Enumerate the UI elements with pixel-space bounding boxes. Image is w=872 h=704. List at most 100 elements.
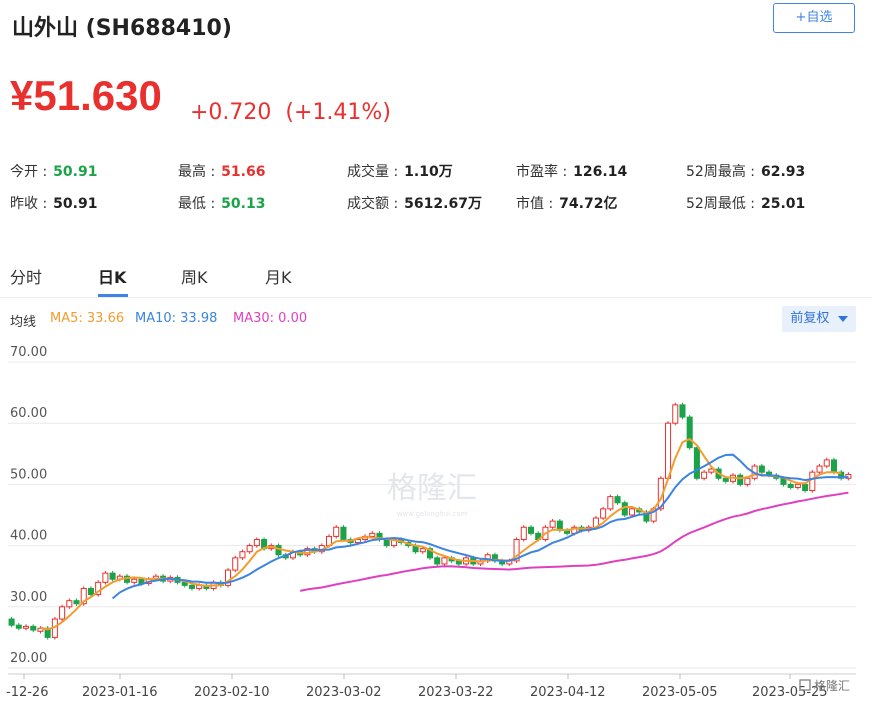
- page-title: 山外山 (SH688410): [12, 16, 232, 41]
- candle: [109, 572, 116, 580]
- active-tab-indicator: [98, 294, 128, 297]
- tab-daily-k[interactable]: 日K: [98, 268, 127, 287]
- candle: [181, 581, 188, 586]
- ma-lines: [40, 437, 849, 631]
- candle: [66, 600, 73, 608]
- tab-monthly-k[interactable]: 月K: [265, 268, 292, 287]
- x-tick-label: 2023-05-05: [642, 685, 718, 700]
- y-axis-labels: 70.00 60.00 50.00 40.00 30.00 20.00: [10, 345, 47, 666]
- candle: [275, 545, 282, 556]
- ma5-legend: MA5: 33.66: [50, 311, 125, 326]
- stat-value: 50.91: [53, 196, 98, 212]
- logo-icon: [799, 679, 811, 691]
- candle: [354, 538, 361, 544]
- candle: [679, 404, 686, 418]
- candle: [253, 538, 260, 547]
- candle: [520, 526, 527, 540]
- x-tick-label: 2023-01-16: [82, 685, 158, 700]
- x-tick-label: 2023-03-22: [418, 685, 494, 700]
- ma30-line: [299, 491, 849, 592]
- candle: [607, 496, 614, 510]
- candle: [600, 508, 607, 519]
- x-tick-label: -12-26: [6, 685, 48, 700]
- price-change: +0.720 (+1.41%): [190, 100, 405, 125]
- candle: [628, 508, 636, 516]
- y-tick-label: 50.00: [10, 467, 47, 482]
- candles: [8, 402, 852, 640]
- watermark-text: 格隆汇: [387, 471, 477, 506]
- candle: [87, 587, 94, 596]
- candle: [419, 548, 426, 553]
- candle: [23, 625, 30, 629]
- candle: [102, 572, 109, 583]
- candle: [802, 483, 809, 492]
- stat-prev-close: 昨收 : 50.91: [10, 193, 97, 213]
- stat-value: 62.93: [760, 164, 806, 180]
- stat-value: 126.14: [573, 164, 628, 180]
- stat-low: 最低 : 50.13: [178, 193, 265, 213]
- change-amount: +0.720: [190, 100, 272, 125]
- candle: [722, 477, 729, 482]
- stat-value: 51.66: [221, 164, 266, 180]
- candle: [434, 557, 441, 565]
- candle: [701, 471, 708, 479]
- stat-value: 1.10万: [404, 164, 453, 180]
- stat-volume: 成交量 : 1.10万: [347, 161, 453, 181]
- adjust-dropdown[interactable]: 前复权: [782, 306, 856, 332]
- stat-label: 昨收 :: [10, 196, 48, 212]
- candle: [787, 483, 794, 488]
- candle: [643, 511, 650, 522]
- stat-label: 最高 :: [178, 164, 216, 180]
- stat-label: 52周最低 :: [686, 196, 755, 212]
- candlestick-chart[interactable]: 格隆汇 www.gelonghui.com 70.00 60.00 50.00 40.…: [0, 340, 872, 704]
- candle: [426, 548, 434, 559]
- candle: [816, 465, 823, 473]
- x-tick-label: 2023-02-10: [194, 685, 270, 700]
- stat-label: 最低 :: [178, 196, 216, 212]
- chart-watermark: 格隆汇 www.gelonghui.com: [387, 471, 477, 518]
- corner-logo: 格隆汇: [799, 678, 850, 693]
- candle: [549, 520, 556, 528]
- ma10-line: [111, 453, 849, 600]
- watermark-url: www.gelonghui.com: [397, 510, 468, 518]
- tab-weekly-k[interactable]: 周K: [181, 268, 208, 287]
- current-price: ¥51.630: [10, 72, 162, 119]
- tab-intraday[interactable]: 分时: [10, 268, 43, 287]
- candle: [686, 416, 693, 449]
- ma-label: 均线: [10, 315, 37, 330]
- candle: [441, 557, 448, 565]
- candle: [693, 447, 700, 479]
- stat-label: 今开 :: [10, 164, 48, 180]
- candle: [232, 557, 239, 571]
- stat-label: 成交额 :: [347, 196, 399, 212]
- stat-label: 市值 :: [516, 196, 554, 212]
- candle: [8, 618, 15, 626]
- add-watchlist-button[interactable]: +自选: [773, 3, 855, 33]
- candle: [614, 496, 621, 504]
- stat-value: 25.01: [760, 196, 806, 212]
- x-axis-labels: -12-26 2023-01-16 2023-02-10 2023-03-02 2023…: [6, 674, 828, 700]
- adjust-label: 前复权: [790, 311, 830, 326]
- candle: [383, 538, 390, 547]
- ma5-line: [40, 437, 842, 631]
- candle: [737, 474, 744, 485]
- stat-market-cap: 市值 : 74.72亿: [516, 193, 617, 213]
- change-percent: (+1.41%): [285, 100, 391, 125]
- ma10-legend: MA10: 33.98: [135, 311, 218, 326]
- candle: [794, 483, 801, 488]
- stat-value: 50.91: [53, 164, 98, 180]
- candle: [188, 584, 195, 589]
- chart-grid: [8, 361, 856, 675]
- candle: [513, 538, 520, 562]
- y-tick-label: 20.00: [10, 651, 47, 666]
- candle: [744, 477, 751, 485]
- candle: [239, 551, 246, 559]
- stat-value: 50.13: [221, 196, 266, 212]
- candle: [95, 581, 102, 596]
- candle: [823, 459, 830, 467]
- candle: [708, 468, 715, 473]
- stat-open: 今开 : 50.91: [10, 161, 97, 181]
- candle: [527, 526, 535, 534]
- stat-label: 市盈率 :: [516, 164, 568, 180]
- stat-label: 成交量 :: [347, 164, 399, 180]
